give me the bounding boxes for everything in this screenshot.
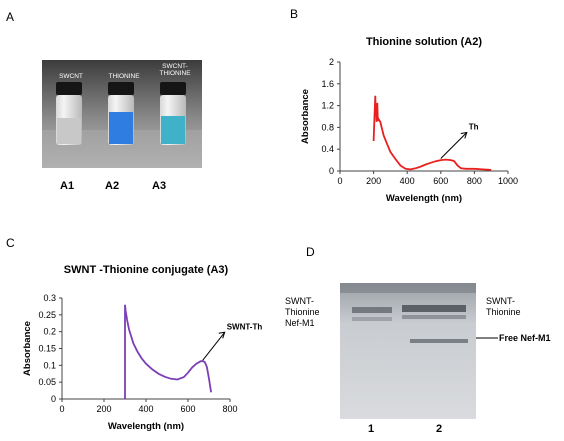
vial-a2 bbox=[108, 82, 134, 145]
chart-c-xtick-label: 600 bbox=[180, 404, 195, 414]
lane-label-2: 2 bbox=[436, 423, 443, 435]
chart-b-ylabel: Absorbance bbox=[300, 89, 311, 144]
panel-letter-d: D bbox=[306, 245, 315, 259]
chart-b-xtick-label: 800 bbox=[467, 176, 482, 186]
chart-b-xtick-label: 200 bbox=[366, 176, 381, 186]
gel-left-label: SWNT- Thionine Nef-M1 bbox=[285, 296, 320, 328]
chart-c-ytick-label: 0.05 bbox=[38, 377, 56, 387]
chart-b-xtick-label: 0 bbox=[337, 176, 342, 186]
chart-b-xtick-label: 600 bbox=[433, 176, 448, 186]
panel-letter-b: B bbox=[290, 7, 299, 21]
panel-letter-c: C bbox=[6, 236, 15, 250]
panel-letter-a: A bbox=[6, 10, 15, 24]
gel-right-label: SWNT- Thionine bbox=[486, 296, 521, 317]
band-lane2-mid bbox=[402, 315, 466, 319]
vials-photo bbox=[42, 60, 202, 168]
vial-a3 bbox=[160, 82, 186, 145]
chart-b-ytick-label: 0.4 bbox=[321, 144, 334, 154]
chart-c-ytick-label: 0.2 bbox=[43, 327, 56, 337]
chart-c-annotation-label: SWNT-Th bbox=[227, 322, 263, 331]
chart-b-ytick-label: 0.8 bbox=[321, 122, 334, 132]
vial-label-3: SWCNT- THIONINE bbox=[159, 63, 191, 77]
chart-c-xtick-label: 0 bbox=[59, 404, 64, 414]
chart-b-annotation-arrowhead bbox=[460, 131, 468, 139]
band-lane2-top bbox=[402, 305, 466, 312]
sample-label-a1: A1 bbox=[60, 180, 75, 192]
chart-b-xlabel: Wavelength (nm) bbox=[386, 193, 462, 204]
chart-b-annotation-arrow bbox=[440, 132, 468, 159]
chart-b-ytick-label: 1.2 bbox=[321, 101, 334, 111]
gel-image bbox=[340, 283, 476, 419]
chart-c-annotation-arrowhead bbox=[218, 331, 226, 339]
chart-c-xtick-label: 200 bbox=[96, 404, 111, 414]
chart-c-title: SWNT -Thionine conjugate (A3) bbox=[64, 264, 229, 276]
chart-c-xlabel: Wavelength (nm) bbox=[108, 421, 184, 432]
chart-c-xtick-label: 400 bbox=[138, 404, 153, 414]
sample-label-a3: A3 bbox=[152, 180, 167, 192]
chart-c-ytick-label: 0.15 bbox=[38, 344, 56, 354]
band-lane1-mid bbox=[352, 317, 392, 321]
chart-c-series-line bbox=[124, 304, 212, 399]
vial-label-2: THIONINE bbox=[108, 73, 140, 80]
chart-b-ytick-label: 2 bbox=[329, 57, 334, 67]
band-lane1-top bbox=[352, 307, 392, 313]
chart-c-ytick-label: 0 bbox=[51, 394, 56, 404]
chart-b-xtick-label: 1000 bbox=[498, 176, 518, 186]
chart-c-xtick-label: 800 bbox=[222, 404, 237, 414]
chart-c-annotation-arrow bbox=[202, 331, 226, 361]
chart-b-ytick-label: 0 bbox=[329, 166, 334, 176]
lane-label-1: 1 bbox=[368, 423, 375, 435]
sample-label-a2: A2 bbox=[105, 180, 120, 192]
chart-b-xtick-label: 400 bbox=[400, 176, 415, 186]
chart-c: SWNT -Thionine conjugate (A3) 0 200 400 600 8… bbox=[22, 264, 263, 432]
chart-c-ytick-label: 0.25 bbox=[38, 310, 56, 320]
band-lane2-free bbox=[410, 339, 468, 343]
vial-a1 bbox=[56, 82, 82, 145]
vial-label-1: SWCNT bbox=[59, 73, 83, 80]
chart-b-annotation-label: Th bbox=[469, 122, 479, 131]
chart-c-ytick-label: 0.1 bbox=[43, 360, 56, 370]
chart-b-title: Thionine solution (A2) bbox=[366, 36, 482, 48]
chart-c-ylabel: Absorbance bbox=[22, 321, 33, 376]
free-band-pointer bbox=[476, 337, 498, 339]
chart-b: Thionine solution (A2) 0 200 400 600 800 1000 0… bbox=[300, 36, 518, 204]
free-band-label: Free Nef-M1 bbox=[499, 333, 551, 343]
chart-c-ytick-label: 0.3 bbox=[43, 293, 56, 303]
chart-b-ytick-label: 1.6 bbox=[321, 79, 334, 89]
chart-b-series-line bbox=[372, 95, 492, 171]
